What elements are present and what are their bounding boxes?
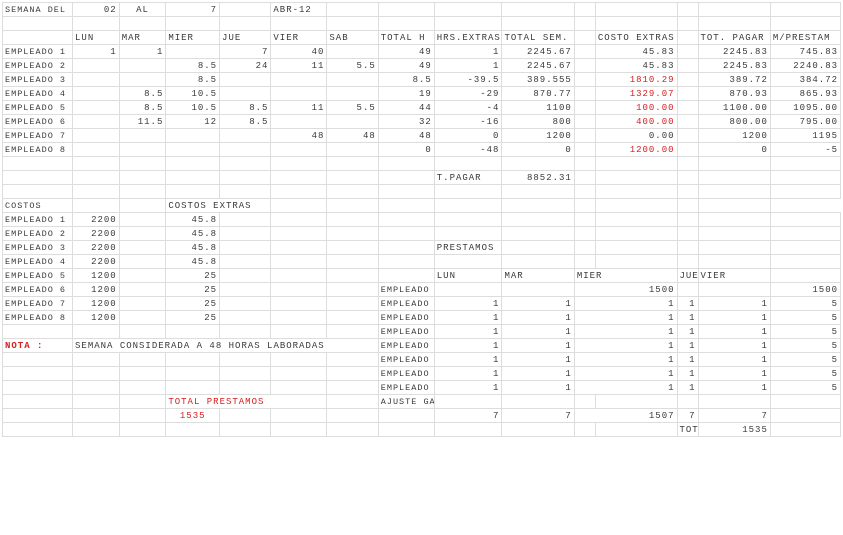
nota-label: NOTA :: [3, 339, 73, 353]
dia-fin: 7: [166, 3, 220, 17]
empleado-row-2: EMPLEADO 2: [3, 59, 73, 73]
semana-del-label: SEMANA DEL: [3, 3, 73, 17]
empleado-row-1: EMPLEADO 1: [3, 45, 73, 59]
empleado-row-5: EMPLEADO 5: [3, 101, 73, 115]
empleado-row-6: EMPLEADO 6: [3, 115, 73, 129]
prestamos-total-label: TOTAL: [677, 423, 698, 437]
al-label: AL: [119, 3, 166, 17]
total-prestamos-label: TOTAL PRESTAMOS: [166, 395, 327, 409]
empleado-row-7: EMPLEADO 7: [3, 129, 73, 143]
nota-text: SEMANA CONSIDERADA A 48 HORAS LABORADAS: [73, 339, 379, 353]
dia-ini: 02: [73, 3, 120, 17]
costos-extras-title: COSTOS EXTRAS: [166, 199, 271, 213]
ajuste-gas: AJUSTE GAS: [378, 395, 434, 409]
tpagar-label: T.PAGAR: [434, 171, 502, 185]
costos-title: COSTOS: [3, 199, 73, 213]
mes: ABR-12: [271, 3, 327, 17]
prestamos-title: PRESTAMOS: [434, 241, 502, 255]
empleado-row-4: EMPLEADO 4: [3, 87, 73, 101]
total-prestamos-value: 1535: [166, 409, 220, 423]
spreadsheet: SEMANA DEL02AL7ABR-12LUNMARMIERJUEVIERSA…: [2, 2, 841, 437]
empleado-row-8: EMPLEADO 8: [3, 143, 73, 157]
tpagar-value: 8852.31: [502, 171, 574, 185]
empleado-row-3: EMPLEADO 3: [3, 73, 73, 87]
prestamos-total: 1535: [698, 423, 770, 437]
